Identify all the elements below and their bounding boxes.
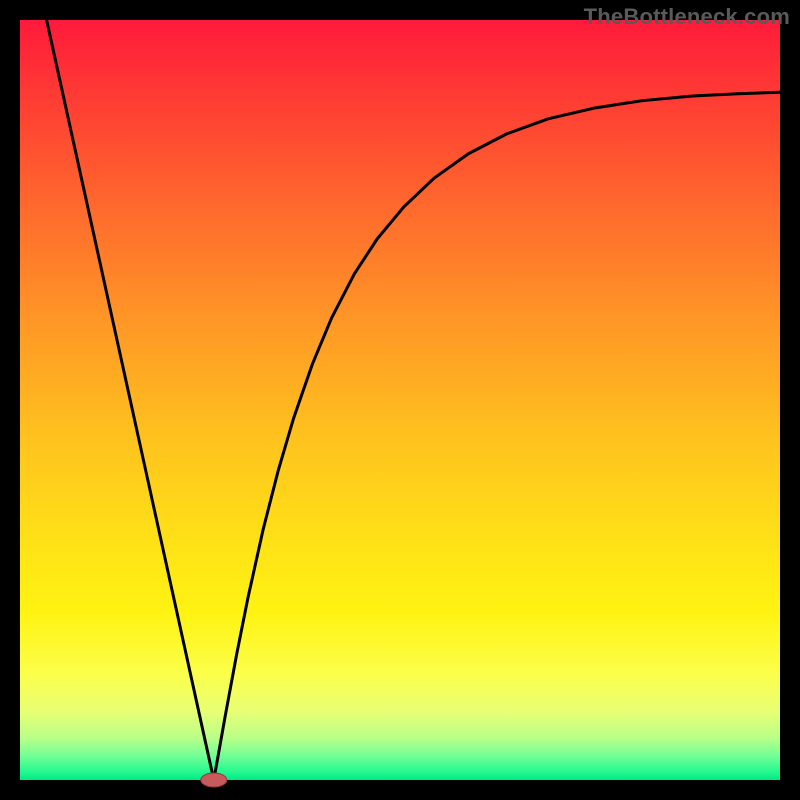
chart-container: TheBottleneck.com [0,0,800,800]
gradient-backdrop [20,20,780,780]
bottleneck-curve-chart [0,0,800,800]
watermark-text: TheBottleneck.com [584,4,790,30]
dip-marker [201,773,227,787]
